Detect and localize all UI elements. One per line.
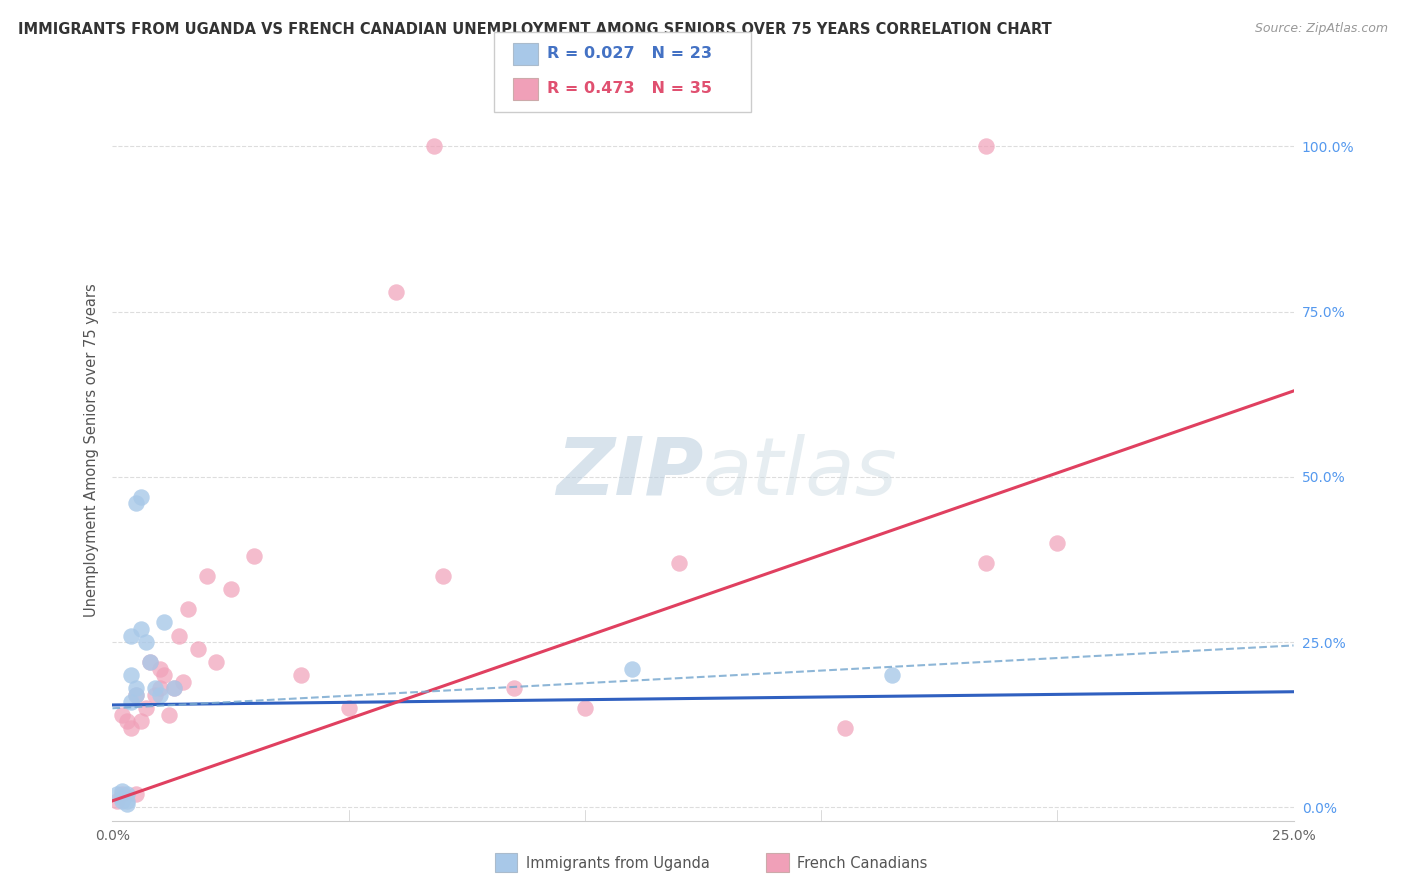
Point <box>205 655 228 669</box>
Point <box>115 787 138 801</box>
Point <box>149 681 172 696</box>
Y-axis label: Unemployment Among Seniors over 75 years: Unemployment Among Seniors over 75 years <box>84 284 100 617</box>
Point <box>120 721 142 735</box>
Point <box>976 139 998 153</box>
Text: French Canadians: French Canadians <box>797 856 928 871</box>
Point <box>153 615 176 630</box>
Point <box>111 787 134 801</box>
Point <box>157 707 180 722</box>
Text: atlas: atlas <box>703 434 898 512</box>
Point <box>125 787 148 801</box>
Point <box>105 787 128 801</box>
Point <box>120 668 142 682</box>
Point <box>177 602 200 616</box>
Point <box>1046 536 1069 550</box>
Text: R = 0.027   N = 23: R = 0.027 N = 23 <box>547 46 711 61</box>
Point <box>120 629 142 643</box>
Point <box>125 688 148 702</box>
Point <box>163 681 186 696</box>
Point <box>125 681 148 696</box>
Point <box>976 556 998 570</box>
Point <box>143 681 166 696</box>
Point <box>129 490 152 504</box>
Point <box>129 622 152 636</box>
Point <box>503 681 526 696</box>
Text: ZIP: ZIP <box>555 434 703 512</box>
Point <box>621 662 644 676</box>
Text: R = 0.473   N = 35: R = 0.473 N = 35 <box>547 81 711 95</box>
Point <box>243 549 266 564</box>
Point <box>120 695 142 709</box>
Point <box>195 569 218 583</box>
Point <box>172 674 194 689</box>
Point <box>149 662 172 676</box>
Point <box>385 285 408 299</box>
Point <box>125 688 148 702</box>
Point <box>153 668 176 682</box>
Point <box>880 668 903 682</box>
Point <box>115 794 138 808</box>
Point <box>129 714 152 729</box>
Point <box>111 707 134 722</box>
Text: Immigrants from Uganda: Immigrants from Uganda <box>526 856 710 871</box>
Text: IMMIGRANTS FROM UGANDA VS FRENCH CANADIAN UNEMPLOYMENT AMONG SENIORS OVER 75 YEA: IMMIGRANTS FROM UGANDA VS FRENCH CANADIA… <box>18 22 1052 37</box>
Point <box>290 668 312 682</box>
Point <box>167 629 190 643</box>
Text: Source: ZipAtlas.com: Source: ZipAtlas.com <box>1254 22 1388 36</box>
Point <box>105 794 128 808</box>
Point <box>135 701 157 715</box>
Point <box>111 794 134 808</box>
Point <box>149 688 172 702</box>
Point <box>115 797 138 811</box>
Point <box>139 655 162 669</box>
Point <box>143 688 166 702</box>
Point <box>125 496 148 510</box>
Point <box>186 641 208 656</box>
Point <box>163 681 186 696</box>
Point <box>135 635 157 649</box>
Point <box>115 714 138 729</box>
Point <box>422 139 444 153</box>
Point <box>668 556 690 570</box>
Point <box>834 721 856 735</box>
Point <box>337 701 360 715</box>
Point <box>574 701 596 715</box>
Point <box>219 582 242 597</box>
Point <box>111 790 134 805</box>
Point <box>139 655 162 669</box>
Point <box>111 784 134 798</box>
Point <box>432 569 454 583</box>
